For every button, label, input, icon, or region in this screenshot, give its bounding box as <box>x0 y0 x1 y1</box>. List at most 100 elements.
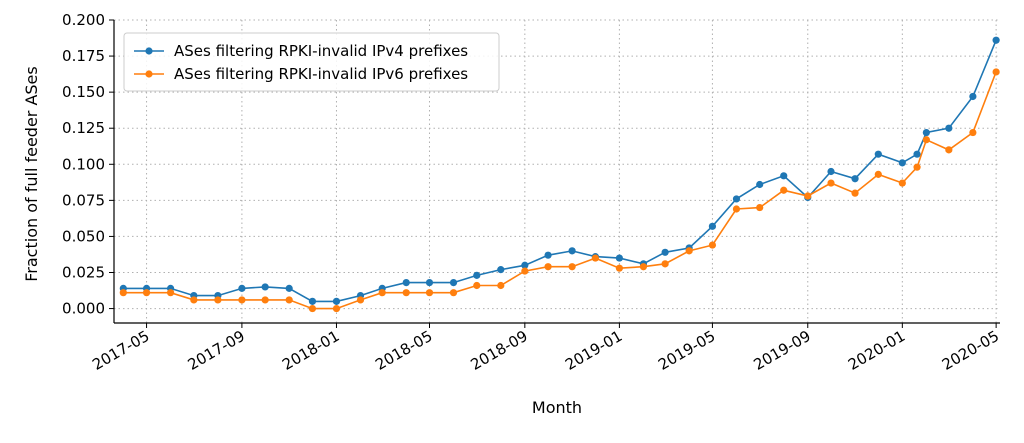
data-point <box>332 304 341 313</box>
data-point <box>308 304 317 313</box>
data-point <box>378 289 386 297</box>
data-point <box>425 279 434 287</box>
x-tick-label: 2020-01 <box>845 327 908 374</box>
data-point <box>685 247 693 255</box>
data-point <box>969 128 977 137</box>
y-tick-label: 0.000 <box>62 300 105 318</box>
data-point <box>874 150 882 158</box>
data-point <box>945 146 953 154</box>
data-point <box>851 175 859 183</box>
data-point <box>568 247 576 255</box>
data-point <box>190 296 198 304</box>
x-tick-label: 2017-05 <box>89 327 152 374</box>
data-point <box>402 279 410 287</box>
data-point <box>356 296 365 304</box>
data-point <box>521 261 529 269</box>
data-point <box>756 203 764 212</box>
data-point <box>780 172 788 180</box>
x-tick-label: 2018-05 <box>372 327 435 374</box>
series-line <box>123 71 997 310</box>
data-point <box>827 167 835 176</box>
data-point <box>732 205 741 213</box>
data-point <box>449 279 458 287</box>
data-point <box>544 251 552 259</box>
series-layer <box>119 36 1000 313</box>
data-point <box>661 248 669 256</box>
data-point <box>497 281 505 290</box>
data-point <box>969 92 977 101</box>
data-point <box>285 296 293 304</box>
series-1 <box>119 36 1000 305</box>
data-point <box>992 36 1000 44</box>
x-tick-label: 2019-09 <box>750 327 813 374</box>
data-point <box>497 266 505 274</box>
data-point <box>449 289 458 297</box>
x-tick-label: 2018-01 <box>279 327 342 374</box>
data-point <box>591 254 599 262</box>
data-point <box>285 284 293 292</box>
series-2 <box>119 68 1000 313</box>
y-tick-label: 0.150 <box>62 83 105 101</box>
data-point <box>615 264 623 272</box>
data-point <box>238 284 246 292</box>
data-point <box>827 179 835 187</box>
data-point <box>615 254 623 262</box>
data-point <box>922 136 930 144</box>
y-tick-label: 0.050 <box>62 227 105 245</box>
data-point <box>913 163 921 171</box>
y-axis-label: Fraction of full feeder ASes <box>22 66 41 281</box>
data-point <box>473 271 481 279</box>
x-tick-label: 2017-09 <box>185 327 248 374</box>
data-point <box>851 189 859 197</box>
data-point <box>639 263 648 271</box>
data-point <box>166 289 175 297</box>
data-point <box>898 159 906 167</box>
x-tick-label: 2018-09 <box>468 327 531 374</box>
data-point <box>214 296 222 304</box>
data-point <box>238 296 246 304</box>
x-tick-label: 2019-01 <box>562 327 625 374</box>
data-point <box>568 263 576 271</box>
data-point <box>142 289 151 297</box>
legend: ASes filtering RPKI-invalid IPv4 prefixe… <box>123 32 500 92</box>
data-point <box>992 68 1000 76</box>
data-point <box>308 297 317 305</box>
data-point <box>732 195 741 203</box>
legend-marker <box>145 70 153 78</box>
y-tick-label: 0.200 <box>62 11 105 29</box>
legend-item: ASes filtering RPKI-invalid IPv4 prefixe… <box>134 42 468 60</box>
x-axis-label: Month <box>532 398 582 417</box>
data-point <box>780 186 788 194</box>
data-point <box>119 289 127 297</box>
data-point <box>425 289 434 297</box>
data-point <box>473 281 481 290</box>
x-tick-label: 2020-05 <box>939 327 1002 374</box>
data-point <box>756 180 764 189</box>
legend-label: ASes filtering RPKI-invalid IPv4 prefixe… <box>174 42 468 60</box>
data-point <box>874 170 882 178</box>
y-tick-label: 0.025 <box>62 264 105 282</box>
legend-item: ASes filtering RPKI-invalid IPv6 prefixe… <box>134 65 468 83</box>
legend-label: ASes filtering RPKI-invalid IPv6 prefixe… <box>174 65 468 83</box>
data-point <box>332 297 341 305</box>
y-tick-label: 0.175 <box>62 47 105 65</box>
y-tick-label: 0.075 <box>62 191 105 209</box>
data-point <box>402 289 410 297</box>
data-point <box>261 296 269 304</box>
data-point <box>922 128 930 137</box>
data-point <box>708 241 717 249</box>
data-point <box>913 150 921 158</box>
data-point <box>521 267 529 275</box>
y-tick-label: 0.125 <box>62 119 105 137</box>
x-tick-label: 2019-05 <box>655 327 718 374</box>
legend-marker <box>145 47 153 55</box>
data-point <box>261 283 269 291</box>
data-point <box>898 179 906 187</box>
data-point <box>945 124 953 132</box>
data-point <box>544 263 552 271</box>
legend-box <box>123 32 500 92</box>
data-point <box>708 222 717 230</box>
data-point <box>661 260 669 268</box>
